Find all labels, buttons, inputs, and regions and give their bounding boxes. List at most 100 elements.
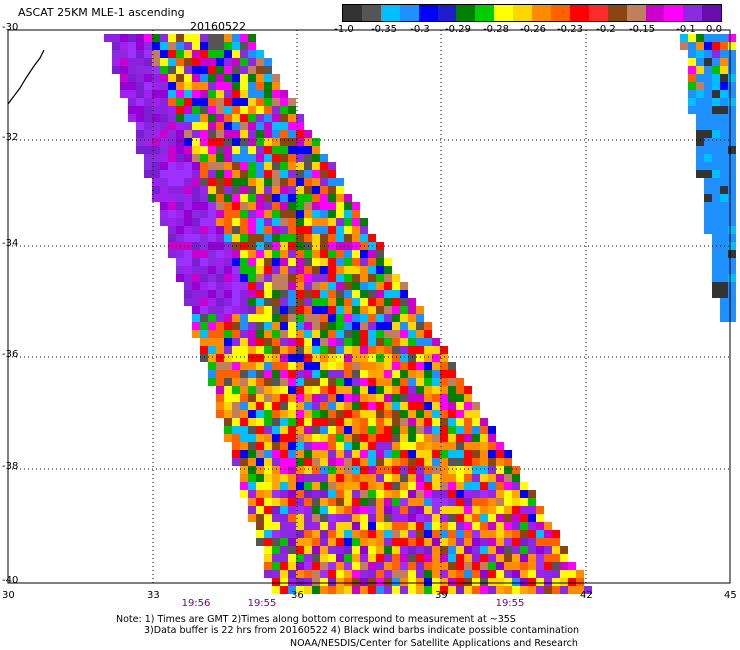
data-cell (280, 130, 288, 138)
data-cell (696, 50, 704, 58)
data-cell (696, 98, 704, 106)
time-label: 19:55 (495, 598, 525, 609)
data-cell (504, 586, 512, 594)
data-cell (200, 138, 208, 146)
data-cell (128, 34, 136, 42)
data-cell (160, 50, 168, 58)
data-cell (248, 58, 256, 66)
data-cell (376, 538, 384, 546)
data-cell (472, 434, 480, 442)
data-cell (312, 218, 320, 226)
data-cell (408, 386, 416, 394)
data-cell (192, 314, 200, 322)
data-cell (432, 514, 440, 522)
data-cell (160, 154, 168, 162)
data-cell (256, 58, 264, 66)
data-cell (288, 370, 296, 378)
data-cell (304, 314, 312, 322)
note-line-2: 3)Data buffer is 22 hrs from 20160522 4)… (144, 625, 580, 636)
data-cell (320, 274, 328, 282)
data-cell (224, 378, 232, 386)
data-cell (384, 330, 392, 338)
data-cell (184, 34, 192, 42)
data-cell (312, 298, 320, 306)
data-cell (240, 106, 248, 114)
data-cell (192, 162, 200, 170)
data-cell (408, 426, 416, 434)
data-cell (240, 186, 248, 194)
data-cell (144, 98, 152, 106)
data-cell (192, 186, 200, 194)
data-cell (392, 386, 400, 394)
data-cell (296, 282, 304, 290)
data-cell (296, 418, 304, 426)
data-cell (168, 58, 176, 66)
data-cell (432, 570, 440, 578)
data-cell (296, 322, 304, 330)
data-cell (232, 194, 240, 202)
data-cell (712, 98, 720, 106)
data-cell (296, 482, 304, 490)
data-cell (216, 114, 224, 122)
data-cell (464, 538, 472, 546)
data-cell (280, 562, 288, 570)
data-cell (352, 338, 360, 346)
data-cell (312, 418, 320, 426)
data-cell (320, 210, 328, 218)
data-cell (216, 298, 224, 306)
data-cell (304, 378, 312, 386)
data-cell (416, 322, 424, 330)
data-cell (240, 234, 248, 242)
data-cell (280, 466, 288, 474)
data-cell (272, 426, 280, 434)
data-cell (240, 482, 248, 490)
data-cell (192, 322, 200, 330)
data-cell (280, 402, 288, 410)
data-cell (248, 250, 256, 258)
data-cell (720, 314, 728, 322)
data-cell (152, 90, 160, 98)
data-cell (384, 498, 392, 506)
data-cell (288, 402, 296, 410)
data-cell (304, 394, 312, 402)
data-cell (240, 170, 248, 178)
data-cell (328, 186, 336, 194)
data-cell (200, 194, 208, 202)
data-cell (384, 458, 392, 466)
data-cell (456, 570, 464, 578)
data-cell (472, 578, 480, 586)
data-cell (528, 578, 536, 586)
data-cell (304, 258, 312, 266)
data-cell (512, 554, 520, 562)
data-cell (152, 130, 160, 138)
data-cell (320, 354, 328, 362)
data-cell (376, 402, 384, 410)
data-cell (328, 330, 336, 338)
data-cell (304, 354, 312, 362)
data-cell (432, 442, 440, 450)
data-cell (368, 506, 376, 514)
data-cell (296, 410, 304, 418)
data-cell (328, 362, 336, 370)
data-cell (184, 210, 192, 218)
data-cell (424, 586, 432, 594)
data-cell (224, 274, 232, 282)
data-cell (248, 218, 256, 226)
data-cell (416, 514, 424, 522)
data-cell (264, 362, 272, 370)
data-cell (448, 402, 456, 410)
data-cell (216, 138, 224, 146)
data-cell (464, 466, 472, 474)
data-cell (256, 202, 264, 210)
data-cell (232, 42, 240, 50)
data-cell (224, 314, 232, 322)
data-cell (264, 506, 272, 514)
data-cell (128, 58, 136, 66)
data-cell (488, 562, 496, 570)
data-cell (304, 586, 312, 594)
data-cell (472, 530, 480, 538)
data-cell (176, 202, 184, 210)
colorbar-segment (475, 5, 495, 21)
data-cell (128, 42, 136, 50)
data-cell (440, 474, 448, 482)
